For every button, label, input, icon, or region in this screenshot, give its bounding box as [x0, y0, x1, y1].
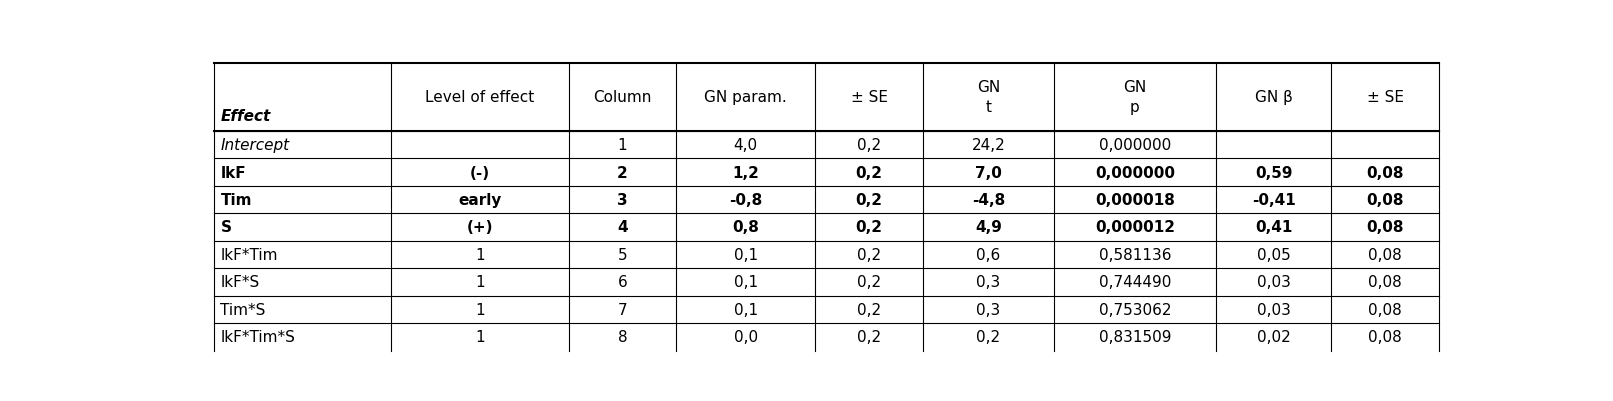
Text: lkF: lkF	[221, 165, 247, 180]
Text: 0,1: 0,1	[734, 247, 758, 262]
Text: ± SE: ± SE	[850, 90, 887, 105]
Text: 0,2: 0,2	[855, 165, 882, 180]
Text: 24,2: 24,2	[971, 138, 1005, 153]
Text: 0,3: 0,3	[976, 275, 1000, 290]
Text: 4: 4	[618, 220, 627, 235]
Text: 0,000012: 0,000012	[1095, 220, 1174, 235]
Text: 1: 1	[618, 138, 627, 153]
Text: 0,08: 0,08	[1368, 247, 1402, 262]
Text: 1,2: 1,2	[732, 165, 760, 180]
Text: 0,59: 0,59	[1255, 165, 1292, 180]
Text: 0,2: 0,2	[857, 247, 881, 262]
Text: 0,2: 0,2	[857, 138, 881, 153]
Text: 0,08: 0,08	[1366, 220, 1403, 235]
Text: 0,744490: 0,744490	[1098, 275, 1171, 290]
Text: GN param.: GN param.	[705, 90, 787, 105]
Text: (+): (+)	[466, 220, 494, 235]
Text: 5: 5	[618, 247, 627, 262]
Text: 0,581136: 0,581136	[1098, 247, 1171, 262]
Text: Tim*S: Tim*S	[221, 302, 266, 317]
Text: S: S	[221, 220, 231, 235]
Text: GN β: GN β	[1255, 90, 1292, 105]
Text: 7: 7	[618, 302, 627, 317]
Text: 1: 1	[476, 275, 486, 290]
Text: early: early	[458, 192, 502, 207]
Text: 0,000018: 0,000018	[1095, 192, 1174, 207]
Text: 8: 8	[618, 330, 627, 344]
Text: 3: 3	[618, 192, 627, 207]
Text: 0,08: 0,08	[1368, 275, 1402, 290]
Text: 4,0: 4,0	[734, 138, 758, 153]
Text: Level of effect: Level of effect	[426, 90, 534, 105]
Text: 0,41: 0,41	[1255, 220, 1292, 235]
Text: 0,6: 0,6	[976, 247, 1000, 262]
Text: 0,2: 0,2	[976, 330, 1000, 344]
Text: 0,08: 0,08	[1368, 302, 1402, 317]
Text: 1: 1	[476, 302, 486, 317]
Text: 0,3: 0,3	[976, 302, 1000, 317]
Text: 0,831509: 0,831509	[1098, 330, 1171, 344]
Text: Effect: Effect	[221, 109, 271, 124]
Text: 2: 2	[618, 165, 627, 180]
Text: 0,2: 0,2	[857, 275, 881, 290]
Text: 0,03: 0,03	[1257, 275, 1290, 290]
Text: 6: 6	[618, 275, 627, 290]
Text: 0,8: 0,8	[732, 220, 760, 235]
Text: 0,753062: 0,753062	[1098, 302, 1171, 317]
Text: ± SE: ± SE	[1366, 90, 1403, 105]
Text: 1: 1	[476, 330, 486, 344]
Text: -0,8: -0,8	[729, 192, 763, 207]
Text: GN
p: GN p	[1123, 80, 1147, 115]
Text: 0,000000: 0,000000	[1098, 138, 1171, 153]
Text: 7,0: 7,0	[974, 165, 1002, 180]
Text: 4,9: 4,9	[974, 220, 1002, 235]
Text: 0,2: 0,2	[855, 220, 882, 235]
Text: Intercept: Intercept	[221, 138, 289, 153]
Text: 0,2: 0,2	[857, 302, 881, 317]
Text: Tim: Tim	[221, 192, 252, 207]
Text: 0,000000: 0,000000	[1095, 165, 1174, 180]
Text: lkF*S: lkF*S	[221, 275, 260, 290]
Text: 0,08: 0,08	[1366, 165, 1403, 180]
Text: 0,0: 0,0	[734, 330, 758, 344]
Text: 0,08: 0,08	[1368, 330, 1402, 344]
Text: -0,41: -0,41	[1252, 192, 1295, 207]
Text: (-): (-)	[469, 165, 490, 180]
Text: 0,2: 0,2	[855, 192, 882, 207]
Text: 0,1: 0,1	[734, 302, 758, 317]
Text: Column: Column	[594, 90, 652, 105]
Text: 0,2: 0,2	[857, 330, 881, 344]
Text: GN
t: GN t	[977, 80, 1000, 115]
Text: -4,8: -4,8	[973, 192, 1005, 207]
Text: 0,02: 0,02	[1257, 330, 1290, 344]
Text: 1: 1	[476, 247, 486, 262]
Text: 0,05: 0,05	[1257, 247, 1290, 262]
Text: 0,1: 0,1	[734, 275, 758, 290]
Text: 0,08: 0,08	[1366, 192, 1403, 207]
Text: lkF*Tim*S: lkF*Tim*S	[221, 330, 295, 344]
Text: lkF*Tim: lkF*Tim	[221, 247, 277, 262]
Text: 0,03: 0,03	[1257, 302, 1290, 317]
